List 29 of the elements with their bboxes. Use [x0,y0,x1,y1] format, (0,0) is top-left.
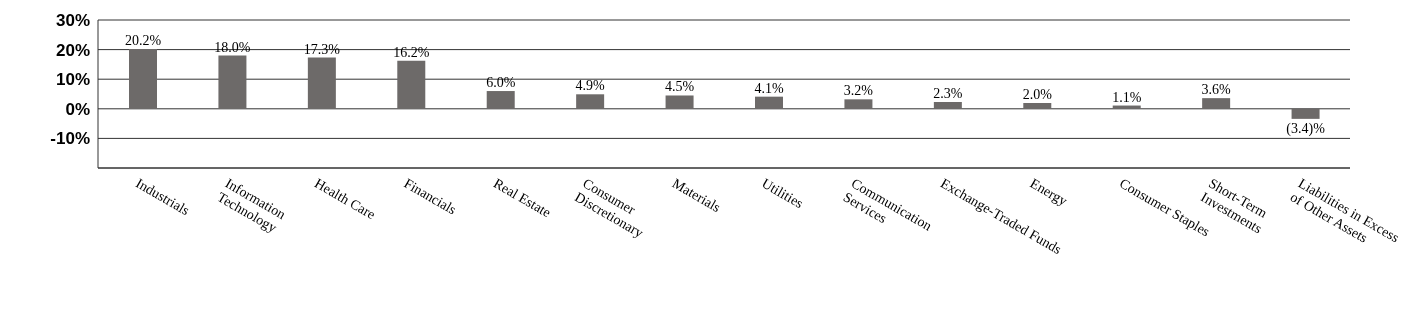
bar [1202,98,1231,109]
bar [755,96,783,109]
bar [933,101,962,109]
bar [218,55,247,109]
bar [1023,102,1052,109]
data-label: (3.4)% [1286,120,1326,137]
bar [307,57,336,109]
data-label: 4.9% [575,78,606,94]
bar [576,94,605,109]
bar [665,95,694,109]
bar [844,99,873,109]
data-label: 3.6% [1201,82,1232,98]
data-label: 4.1% [754,80,784,96]
y-tick-label: 0% [65,99,90,119]
bar [129,49,157,109]
bar [1291,108,1320,119]
bar [397,60,426,109]
y-tick-label: 20% [55,40,90,60]
y-tick-label: -10% [50,129,90,149]
y-tick-label: 30% [55,11,90,31]
data-label: 20.2% [124,33,162,49]
data-label: 2.0% [1022,86,1053,102]
bar [486,91,515,109]
y-tick-label: 10% [55,70,90,90]
data-label: 4.5% [664,79,695,95]
data-label: 2.3% [933,85,963,101]
data-label: 1.1% [1112,89,1142,105]
data-label: 3.2% [843,83,874,99]
bar [1112,105,1141,109]
